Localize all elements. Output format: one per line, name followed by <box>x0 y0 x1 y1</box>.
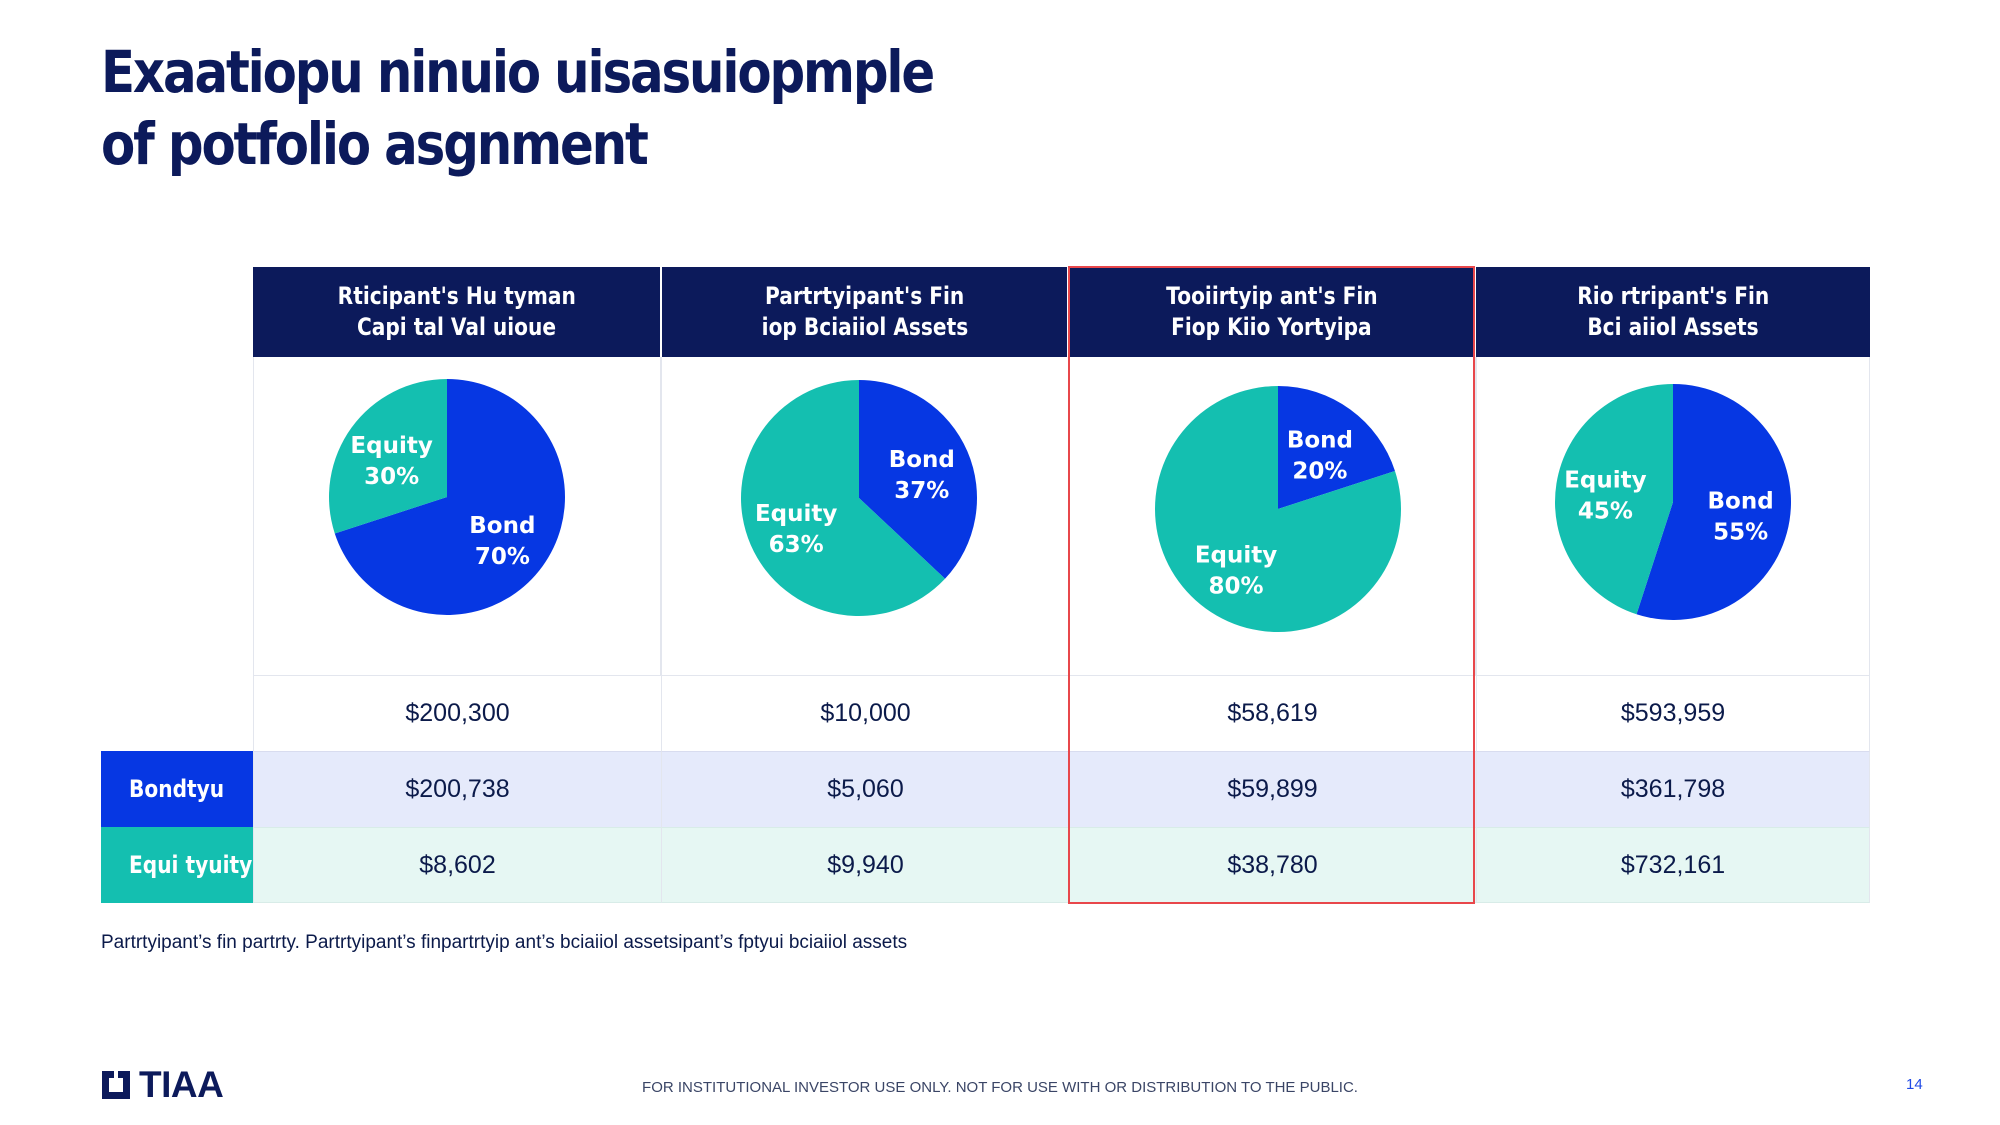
column-header-4: Rio rtripant's Fin Bci aiiol Assets <box>1476 267 1870 357</box>
total-value-3: $58,619 <box>1068 675 1476 751</box>
pie-2-label-equity-percent: 63% <box>769 532 824 558</box>
equity-value-2: $9,940 <box>661 827 1069 903</box>
pie-chart-4: Bond 55% Equity 45% <box>1555 384 1791 620</box>
pie-4-label-bond-name: Bond <box>1708 489 1774 515</box>
pie-1-label-bond-percent: 70% <box>475 544 530 570</box>
pie-cell-1: Bond 70% Equity 30% <box>253 357 661 675</box>
row-label-equity-text: Equi tyuity <box>129 851 253 879</box>
pie-1-slice-bond <box>334 379 565 615</box>
column-header-4-line-2: Bci aiiol Assets <box>1587 313 1759 341</box>
page-number: 14 <box>1906 1076 1923 1093</box>
total-value-1: $200,300 <box>253 675 661 751</box>
footnote: Partrtyipant’s fin partrty. Partrtyipant… <box>101 932 908 953</box>
equity-value-1: $8,602 <box>253 827 661 903</box>
column-header-3-line-1: Tooiirtyip ant's Fin <box>1165 282 1378 310</box>
pie-chart-2: Bond 37% Equity 63% <box>741 380 977 616</box>
column-header-3-line-2: Fiop Kiio Yortyipa <box>1171 313 1372 341</box>
column-header-2-line-1: Partrtyipant's Fin <box>764 282 965 310</box>
tiaa-logo: TIAA <box>99 1064 224 1105</box>
equity-value-3: $38,780 <box>1068 827 1476 903</box>
pie-3-label-bond-name: Bond <box>1287 427 1353 453</box>
pie-2-label-bond-name: Bond <box>889 447 955 473</box>
pie-2-slice-bond <box>859 380 977 579</box>
pie-2-label-equity-name: Equity <box>755 501 837 527</box>
pie-3-label-equity-percent: 80% <box>1209 574 1264 600</box>
allocation-table: Rticipant's Hu tyman Capi tal Val uioue … <box>101 266 1870 905</box>
row-label-bond: Bondtyu <box>101 751 253 827</box>
row-label-bond-text: Bondtyu <box>129 775 225 803</box>
pie-1-label-equity-name: Equity <box>350 433 432 459</box>
column-header-2-line-2: iop Bciaiiol Assets <box>761 313 968 341</box>
pie-3-slice-equity <box>1155 386 1401 632</box>
bond-value-4: $361,798 <box>1476 751 1870 827</box>
pie-4-label-equity-name: Equity <box>1564 467 1646 493</box>
column-header-3: Tooiirtyip ant's Fin Fiop Kiio Yortyipa <box>1069 267 1474 357</box>
column-header-1-line-2: Capi tal Val uioue <box>356 313 557 341</box>
bond-value-1: $200,738 <box>253 751 661 827</box>
total-value-4: $593,959 <box>1476 675 1870 751</box>
pie-4-slice-equity <box>1555 384 1673 615</box>
column-header-4-line-1: Rio rtripant's Fin <box>1577 282 1769 310</box>
tiaa-logo-icon <box>102 1068 130 1099</box>
pie-2-label-bond-percent: 37% <box>894 478 949 504</box>
pie-3-label-bond-percent: 20% <box>1292 458 1347 484</box>
pie-chart-1: Bond 70% Equity 30% <box>329 379 565 615</box>
pie-3-label-equity-name: Equity <box>1195 543 1277 569</box>
total-value-2: $10,000 <box>661 675 1069 751</box>
pie-1-label-bond-name: Bond <box>469 513 535 539</box>
disclaimer: FOR INSTITUTIONAL INVESTOR USE ONLY. NOT… <box>642 1079 1358 1096</box>
pie-4-label-equity-percent: 45% <box>1578 498 1633 524</box>
pie-cell-2: Bond 37% Equity 63% <box>661 357 1069 675</box>
pie-chart-3: Bond 20% Equity 80% <box>1155 386 1401 632</box>
tiaa-logo-text: TIAA <box>139 1064 224 1105</box>
title-line-1: Exaatiopu ninuio uisasuiopmple <box>101 38 935 106</box>
pie-4-label-bond-percent: 55% <box>1713 520 1768 546</box>
title-line-2: of potfolio asgnment <box>101 110 649 178</box>
column-header-1: Rticipant's Hu tyman Capi tal Val uioue <box>253 267 660 357</box>
pie-cell-3: Bond 20% Equity 80% <box>1068 357 1476 675</box>
pie-2-slice-equity <box>741 380 946 616</box>
column-header-2: Partrtyipant's Fin iop Bciaiiol Assets <box>662 267 1067 357</box>
bond-value-3: $59,899 <box>1068 751 1476 827</box>
pie-1-slice-equity <box>329 379 447 534</box>
bond-value-2: $5,060 <box>661 751 1069 827</box>
column-header-1-line-1: Rticipant's Hu tyman <box>337 282 576 310</box>
row-label-equity: Equi tyuity <box>101 827 253 903</box>
pie-cell-4: Bond 55% Equity 45% <box>1476 357 1870 675</box>
pie-1-label-equity-percent: 30% <box>364 464 419 490</box>
page-title: Exaatiopu ninuio uisasuiopmple of potfol… <box>101 36 935 180</box>
pie-4-slice-bond <box>1636 384 1791 620</box>
equity-value-4: $732,161 <box>1476 827 1870 903</box>
pie-3-slice-bond <box>1278 386 1395 509</box>
